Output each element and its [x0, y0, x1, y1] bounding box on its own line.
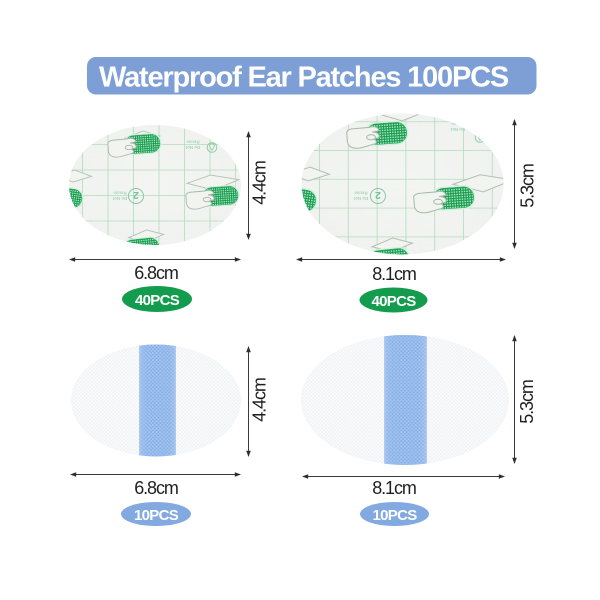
- svg-text:5.3cm: 5.3cm: [518, 164, 538, 208]
- svg-text:6.8cm: 6.8cm: [134, 263, 178, 283]
- svg-text:8.1cm: 8.1cm: [372, 478, 416, 498]
- svg-text:8.1cm: 8.1cm: [372, 264, 416, 284]
- svg-text:10PCS: 10PCS: [372, 507, 417, 524]
- svg-text:4.4cm: 4.4cm: [250, 378, 270, 422]
- svg-text:6.8cm: 6.8cm: [134, 478, 178, 498]
- svg-text:10PCS: 10PCS: [134, 507, 179, 524]
- svg-text:4.4cm: 4.4cm: [250, 161, 270, 205]
- svg-text:5.3cm: 5.3cm: [517, 380, 537, 424]
- svg-text:Waterproof Ear Patches 100PCS: Waterproof Ear Patches 100PCS: [99, 62, 509, 94]
- svg-text:40PCS: 40PCS: [371, 293, 416, 310]
- svg-text:40PCS: 40PCS: [135, 292, 180, 309]
